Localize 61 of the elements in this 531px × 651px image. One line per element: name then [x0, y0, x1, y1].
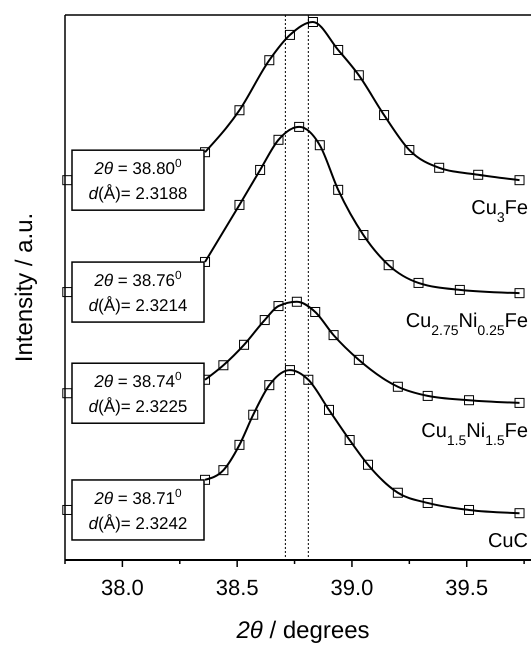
point: [218, 360, 228, 370]
point: [314, 140, 325, 150]
text: 2θ = 38.74$^{0}$ d(Å)= 2.3225: [88, 369, 188, 416]
point: [404, 145, 414, 156]
point: [234, 200, 244, 210]
series-label: CuC: [488, 530, 528, 552]
point: [422, 390, 433, 401]
point: [354, 354, 364, 365]
point: [344, 435, 355, 446]
point: [248, 410, 258, 420]
point: [333, 184, 344, 195]
y-axis-title: Intensity / a.u.: [11, 212, 38, 362]
point: [303, 374, 314, 385]
point: [514, 508, 525, 518]
x-tick-label: 39.0: [330, 575, 374, 600]
point: [234, 440, 244, 450]
point: [434, 162, 444, 173]
point: [292, 296, 302, 307]
point: [379, 110, 390, 120]
point: [414, 278, 424, 288]
x-tick-label: 38.0: [100, 575, 144, 600]
point: [514, 288, 525, 298]
point: [358, 230, 368, 240]
point: [514, 398, 525, 408]
point: [333, 44, 344, 55]
point: [392, 382, 403, 392]
point: [239, 340, 250, 350]
point: [310, 306, 320, 317]
point: [284, 30, 295, 40]
point: [354, 70, 364, 80]
point: [255, 164, 266, 175]
point: [363, 460, 374, 470]
x-axis-title: 2θ / degrees: [235, 617, 370, 644]
point: [234, 105, 244, 116]
point: [260, 315, 270, 326]
series-label: Cu$_{2.75}$Ni$_{0.25}$Fe: [406, 310, 528, 338]
point: [514, 175, 525, 186]
point: [384, 260, 394, 270]
text: 2θ = 38.71$^{0}$ d(Å)= 2.3242: [88, 486, 188, 533]
x-tick-label: 38.5: [216, 575, 259, 600]
point: [264, 55, 274, 66]
series-label: Cu$_{3}$Fe: [471, 197, 528, 226]
point: [284, 365, 295, 376]
point: [273, 301, 284, 312]
text: 2θ = 38.76$^{0}$ d(Å)= 2.3214: [88, 268, 188, 316]
point: [324, 404, 334, 415]
point: [264, 380, 274, 390]
point: [464, 504, 474, 515]
point: [328, 330, 339, 340]
x-tick-label: 39.5: [445, 575, 488, 600]
point: [464, 395, 474, 406]
point: [273, 134, 284, 145]
point: [218, 465, 228, 476]
point: [454, 284, 465, 295]
point: [422, 498, 433, 508]
series-label: Cu$_{1.5}$Ni$_{1.5}$Fe: [421, 420, 528, 448]
text: 2θ = 38.80$^{0}$ d(Å)= 2.3188: [88, 156, 188, 204]
point: [392, 488, 403, 498]
point: [473, 170, 484, 180]
point: [294, 122, 304, 132]
point: [308, 17, 318, 27]
